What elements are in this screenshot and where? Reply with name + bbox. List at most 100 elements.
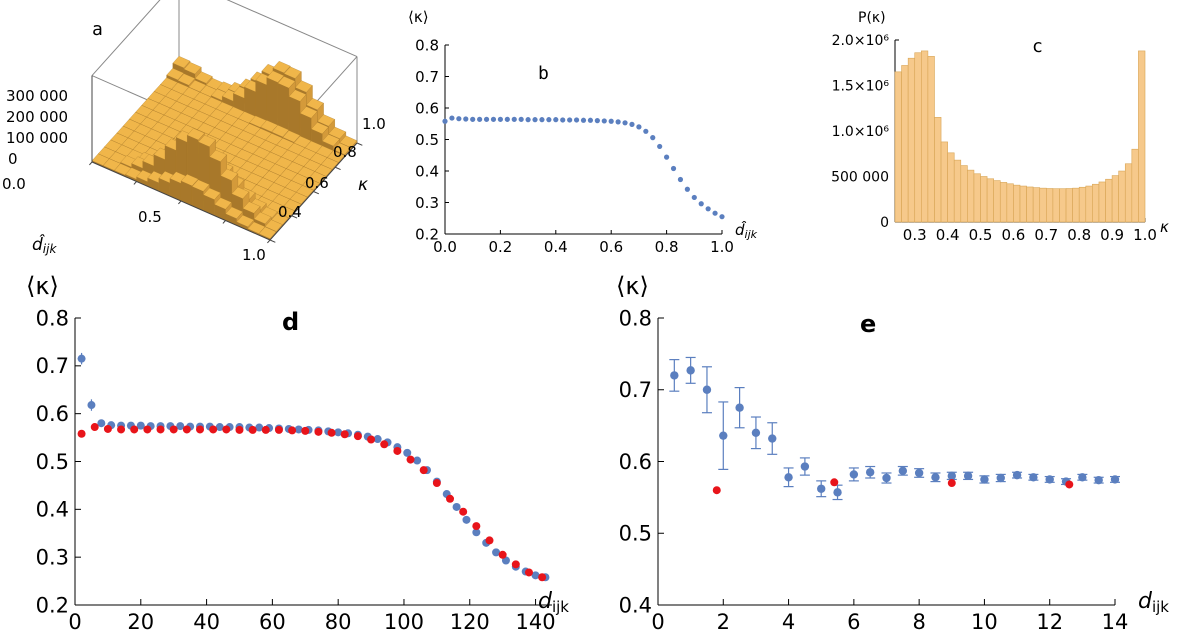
data-point [532, 117, 538, 123]
data-point-blue [817, 484, 826, 493]
panel-a-x-axis-label: d̂ijk [32, 234, 57, 256]
x-tick-label: 4 [782, 610, 795, 634]
data-point-blue [914, 468, 924, 478]
data-point [553, 117, 559, 123]
histogram-bar [967, 169, 975, 223]
panel-d-letter: d [282, 308, 299, 336]
data-point-blue [255, 423, 264, 432]
data-point-blue [492, 548, 501, 557]
data-point-blue [865, 468, 875, 477]
bar-front [277, 83, 290, 133]
x-tick-label: 10 [971, 610, 998, 634]
histogram-bar [980, 176, 988, 223]
y-tick-label: 1.5×10⁶ [832, 79, 890, 95]
data-point-blue [1110, 475, 1120, 484]
y-tick-label: 0.5 [36, 450, 69, 474]
data-point-red [340, 430, 349, 439]
histogram-bar [1019, 185, 1027, 223]
histogram-bar [999, 182, 1008, 223]
x-tick-label: 0 [651, 610, 664, 634]
x-tick [133, 181, 137, 185]
panel-a: a 300 000 200 000 100 000 0 0.0 0.5 1.0 … [2, 0, 386, 264]
data-point-red [472, 522, 481, 531]
y-tick-label: 1.0 [362, 115, 386, 133]
data-point [546, 117, 552, 123]
data-point [525, 117, 531, 123]
data-point-red [380, 440, 389, 449]
data-point [483, 116, 490, 122]
data-point [705, 206, 711, 212]
y-tick-label: 0.7 [36, 354, 69, 378]
panel-d-y-axis-label: ⟨κ⟩ [26, 272, 59, 300]
data-point [608, 118, 614, 124]
histogram-bar [940, 141, 948, 223]
histogram-bar [1039, 187, 1047, 223]
data-point-blue [215, 423, 224, 432]
x-tick-label: 0 [68, 610, 81, 634]
data-point-red [169, 425, 178, 434]
x-tick-label: 80 [325, 610, 352, 634]
data-point-red [1065, 480, 1074, 489]
data-point-blue [768, 434, 777, 443]
panel-e-letter: e [860, 310, 876, 338]
x-tick-label: 1.0 [710, 238, 734, 256]
histogram-bar [1046, 188, 1054, 223]
histogram-bar [1013, 184, 1021, 223]
y-tick-label: 0.4 [36, 498, 69, 522]
histogram-bar [921, 50, 929, 223]
x-tick-label: 0.6 [1001, 226, 1025, 244]
y-tick-label: 0.4 [278, 203, 302, 221]
data-point [712, 210, 718, 216]
y-tick-label: 0.3 [36, 546, 69, 570]
data-point-blue [800, 462, 810, 471]
data-point-blue [472, 528, 481, 537]
data-point [456, 116, 462, 122]
x-tick-label: 140 [516, 610, 556, 634]
panel-d-axes: 0 20 40 60 80 100 120 140 0.2 0.3 0.4 0.5 0.6 0.7 0.8 [36, 306, 556, 634]
data-point-blue [334, 428, 343, 437]
data-point-red [196, 425, 205, 434]
histogram-bar [953, 159, 962, 223]
x-tick-label: 8 [912, 610, 925, 634]
data-point [629, 121, 635, 127]
histogram-bar [993, 180, 1001, 223]
y-tick-label: 0.8 [415, 36, 439, 54]
y-tick-label: 0.2 [415, 225, 439, 243]
histogram-bar [927, 56, 935, 223]
x-tick-label: 60 [259, 610, 286, 634]
data-point [677, 176, 684, 183]
y-tick-label: 500 000 [831, 170, 889, 186]
data-point-red [235, 425, 244, 434]
histogram-bar [1118, 170, 1126, 223]
panel-a-letter: a [92, 19, 103, 40]
data-point [698, 201, 704, 207]
panel-e-left-axis-label: dijk [538, 589, 569, 616]
data-point-blue [1045, 475, 1054, 484]
data-point [470, 116, 476, 122]
data-point-red [367, 435, 376, 444]
data-point-blue [947, 471, 956, 481]
histogram-bar [1072, 187, 1080, 223]
y-tick-label: 0.8 [619, 306, 652, 330]
panel-a-y-axis-label: κ [358, 175, 368, 195]
y-tick [291, 215, 298, 219]
histogram-bar [934, 117, 942, 223]
data-point [657, 143, 663, 150]
data-point [567, 117, 573, 123]
histogram-bar [986, 178, 994, 223]
data-point [490, 116, 497, 122]
data-point [449, 115, 455, 121]
x-tick-label: 40 [193, 610, 220, 634]
panel-a-front-edges [89, 75, 363, 244]
data-point-blue [686, 366, 695, 375]
data-point-blue [1078, 473, 1087, 482]
data-point-blue [136, 421, 145, 430]
data-point-blue [1094, 475, 1103, 485]
histogram-bar [1078, 186, 1087, 223]
data-point-red [117, 425, 126, 434]
data-point-red [274, 425, 283, 434]
y-tick-label: 0 [880, 215, 889, 231]
histogram-bar [1138, 50, 1146, 223]
histogram-bar [1105, 178, 1113, 223]
panel-d-points [77, 352, 550, 582]
